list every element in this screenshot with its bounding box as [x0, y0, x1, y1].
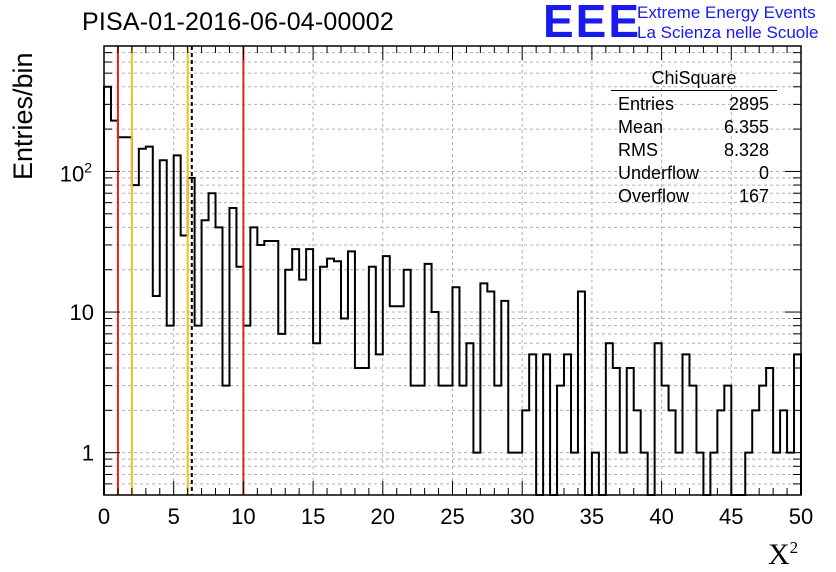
x-tick-label: 20	[371, 504, 395, 529]
stats-label: Mean	[618, 117, 664, 137]
y-tick-label: 1	[82, 441, 94, 466]
stats-title: ChiSquare	[651, 68, 737, 88]
eee-logo-text: Extreme Energy Events La Scienza nelle S…	[637, 3, 818, 43]
x-tick-label: 5	[168, 504, 180, 529]
stats-box: ChiSquare Entries 2895 Mean 6.355 RMS 8.328…	[611, 67, 777, 208]
page-title: PISA-01-2016-06-04-00002	[82, 8, 394, 36]
stats-value: 0	[758, 163, 769, 183]
eee-logo: EEE	[543, 0, 642, 47]
x-tick-label: 15	[301, 504, 325, 529]
stats-label: Underflow	[618, 163, 700, 183]
stats-value: 6.355	[723, 117, 769, 137]
axis-tick-labels: 0 5 10 15 20 25 30 35 40 45 50 1 10 102	[60, 159, 814, 529]
x-tick-label: 40	[649, 504, 673, 529]
y-tick-label: 102	[60, 159, 92, 186]
x-tick-label: 45	[719, 504, 743, 529]
stats-label: Overflow	[618, 186, 690, 206]
x-axis-label-exponent: 2	[789, 538, 799, 557]
stats-divider	[611, 90, 777, 91]
stats-row-underflow: Underflow 0	[611, 162, 777, 185]
stats-row-rms: RMS 8.328	[611, 139, 777, 162]
stats-value: 167	[738, 186, 769, 206]
x-tick-label: 30	[510, 504, 534, 529]
marker-lines	[116, 46, 245, 495]
x-tick-label: 10	[231, 504, 255, 529]
x-tick-label: 35	[580, 504, 604, 529]
x-axis-label: X2	[768, 538, 798, 572]
stats-value: 8.328	[723, 140, 769, 160]
logo-line-2: La Scienza nelle Scuole	[637, 23, 819, 42]
axis-ticks	[103, 46, 802, 496]
stats-row-entries: Entries 2895	[611, 93, 777, 116]
histogram	[103, 85, 802, 496]
y-tick-label: 10	[70, 300, 94, 325]
x-tick-label: 50	[789, 504, 813, 529]
stats-label: Entries	[618, 94, 675, 114]
stats-row-overflow: Overflow 167	[611, 185, 777, 208]
stats-value: 2895	[728, 94, 769, 114]
x-tick-label: 0	[98, 504, 110, 529]
histogram-outline	[103, 85, 802, 496]
x-tick-label: 25	[440, 504, 464, 529]
stats-label: RMS	[618, 140, 658, 160]
stats-row-mean: Mean 6.355	[611, 116, 777, 139]
x-axis-label-base: X	[768, 538, 790, 571]
y-axis-label: Entries/bin	[8, 52, 38, 180]
logo-line-1: Extreme Energy Events	[637, 3, 816, 22]
